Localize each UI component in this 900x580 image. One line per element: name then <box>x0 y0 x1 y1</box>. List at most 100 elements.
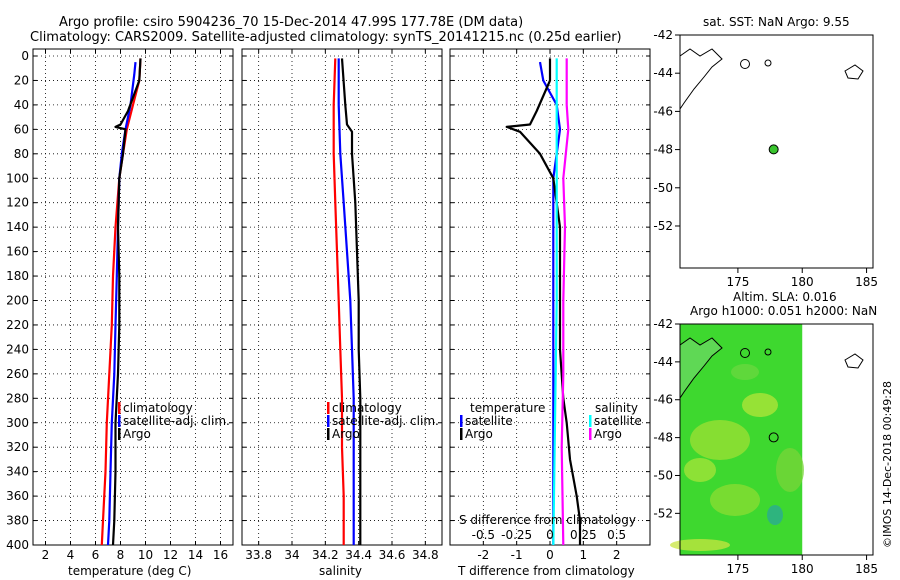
series-line-climatology <box>100 58 142 546</box>
x-tick-label: 4 <box>67 548 75 562</box>
new-zealand-land <box>679 337 723 400</box>
sst-map-title: sat. SST: NaN Argo: 9.55 <box>703 15 850 29</box>
legend-temp-satellite: satellite <box>465 414 513 428</box>
y-tick-label: 20 <box>14 73 29 87</box>
y-tick-label: 300 <box>6 416 29 430</box>
map-x-tick-label: 185 <box>855 562 878 576</box>
y-tick-label: 380 <box>6 514 29 528</box>
legend-climatology: climatology <box>332 401 402 415</box>
y-tick-label: 340 <box>6 465 29 479</box>
sla-anomaly-patch <box>776 448 804 492</box>
figure-title-line2: Climatology: CARS2009. Satellite-adjuste… <box>30 30 622 45</box>
difference-panel: -2 -1 0 1 2-0.5 -0.25 0 0.25 0.5temperaturesatel… <box>449 48 651 562</box>
x-tick-label: 34.6 <box>379 548 406 562</box>
salinity-diff-tick-label: -0.25 <box>501 528 532 542</box>
map-y-tick-label: -42 <box>653 28 673 42</box>
salinity-diff-tick-label: 0.5 <box>607 528 626 542</box>
sst-map: -42 -44 -46 -48 -50 -52 175 180 185 <box>653 28 878 289</box>
map-x-tick-label: 180 <box>791 275 814 289</box>
x-tick-label: 33.8 <box>245 548 272 562</box>
y-tick-label: 60 <box>14 122 29 136</box>
series-line-climatology <box>332 58 345 545</box>
map-y-tick-label: -46 <box>653 104 673 118</box>
series-line-salinity-satellite <box>552 58 558 546</box>
legend-sal-satellite-swatch <box>589 415 592 427</box>
sla-anomaly-patch <box>742 393 778 417</box>
legend-temp-argo-swatch <box>460 428 463 440</box>
x-tick-label: 34.2 <box>312 548 339 562</box>
legend-temp-satellite-swatch <box>460 415 463 427</box>
sla-anomaly-patch <box>690 420 750 460</box>
map-y-tick-label: -48 <box>653 143 673 157</box>
panel-frame <box>32 48 234 546</box>
island-coastline <box>740 348 750 358</box>
map-y-tick-label: -50 <box>653 468 673 482</box>
y-tick-label: 400 <box>6 538 29 552</box>
y-tick-label: 260 <box>6 367 29 381</box>
legend-sal-argo-swatch <box>589 428 592 440</box>
legend-satellite-adj: satellite-adj. clim. <box>332 414 439 428</box>
x-tick-label: 34.8 <box>412 548 439 562</box>
map-y-tick-label: -42 <box>653 317 673 331</box>
legend-sal-satellite: satellite <box>594 414 642 428</box>
map-y-tick-label: -52 <box>653 219 673 233</box>
legend-argo-swatch <box>327 428 330 440</box>
y-tick-label: 80 <box>14 147 29 161</box>
legend-temperature-title: temperature <box>470 401 545 415</box>
sla-anomaly-patch <box>684 458 716 482</box>
difference-top-xlabel: S difference from climatology <box>459 513 636 527</box>
difference-xlabel: T difference from climatology <box>457 564 635 578</box>
temperature-xlabel: temperature (deg C) <box>68 564 191 578</box>
y-tick-label: 280 <box>6 391 29 405</box>
legend-argo: Argo <box>123 427 151 441</box>
x-tick-label: 34.4 <box>345 548 372 562</box>
x-tick-label: -2 <box>477 548 489 562</box>
y-tick-label: 140 <box>6 220 29 234</box>
salinity-panel: 33.8 34 34.2 34.4 34.6 34.8 climatologysatelli… <box>241 48 443 562</box>
sla-anomaly-patch <box>670 539 730 551</box>
y-tick-label: 200 <box>6 294 29 308</box>
temperature-panel: 2 4 6 8 10 12 14 160204060801001201401601802002… <box>6 48 234 562</box>
sla-anomaly-patch <box>767 505 783 525</box>
x-tick-label: 12 <box>163 548 178 562</box>
x-tick-label: 34 <box>284 548 299 562</box>
sla-map-title-line2: Argo h1000: 0.051 h2000: NaN <box>690 304 877 318</box>
y-tick-label: 320 <box>6 440 29 454</box>
legend-argo-swatch <box>118 428 121 440</box>
chatham-islands-coastline <box>844 64 864 80</box>
x-tick-label: 1 <box>580 548 588 562</box>
y-tick-label: 100 <box>6 171 29 185</box>
y-tick-label: 0 <box>21 49 29 63</box>
legend-temp-argo: Argo <box>465 427 493 441</box>
legend-climatology-swatch <box>327 402 330 414</box>
salinity-xlabel: salinity <box>319 564 362 578</box>
map-x-tick-label: 185 <box>855 275 878 289</box>
x-tick-label: 6 <box>92 548 100 562</box>
series-line-argo <box>111 58 142 546</box>
island-coastline <box>764 59 772 67</box>
map-y-tick-label: -46 <box>653 393 673 407</box>
x-tick-label: 0 <box>546 548 554 562</box>
new-zealand-coastline <box>679 48 723 111</box>
map-y-tick-label: -44 <box>653 66 673 80</box>
map-y-tick-label: -52 <box>653 506 673 520</box>
figure-title-line1: Argo profile: csiro 5904236_70 15-Dec-20… <box>59 15 523 30</box>
x-tick-label: 14 <box>188 548 203 562</box>
series-line-salinity-argo <box>560 58 570 546</box>
series-line-argo <box>340 58 362 545</box>
map-frame <box>679 323 874 556</box>
x-tick-label: 16 <box>213 548 228 562</box>
series-line-temperature-satellite <box>538 61 562 545</box>
sla-map-title-line1: Altim. SLA: 0.016 <box>733 290 837 304</box>
sla-anomaly-patch <box>710 484 760 516</box>
chatham-islands-coastline <box>844 353 864 369</box>
map-y-tick-label: -44 <box>653 355 673 369</box>
y-tick-label: 120 <box>6 196 29 210</box>
legend-satellite-adj: satellite-adj. clim. <box>123 414 230 428</box>
imos-credit: ©IMOS 14-Dec-2018 00:49:28 <box>881 381 894 548</box>
legend-argo: Argo <box>332 427 360 441</box>
salinity-diff-tick-label: 0 <box>546 528 554 542</box>
y-tick-label: 240 <box>6 342 29 356</box>
x-tick-label: -1 <box>511 548 523 562</box>
